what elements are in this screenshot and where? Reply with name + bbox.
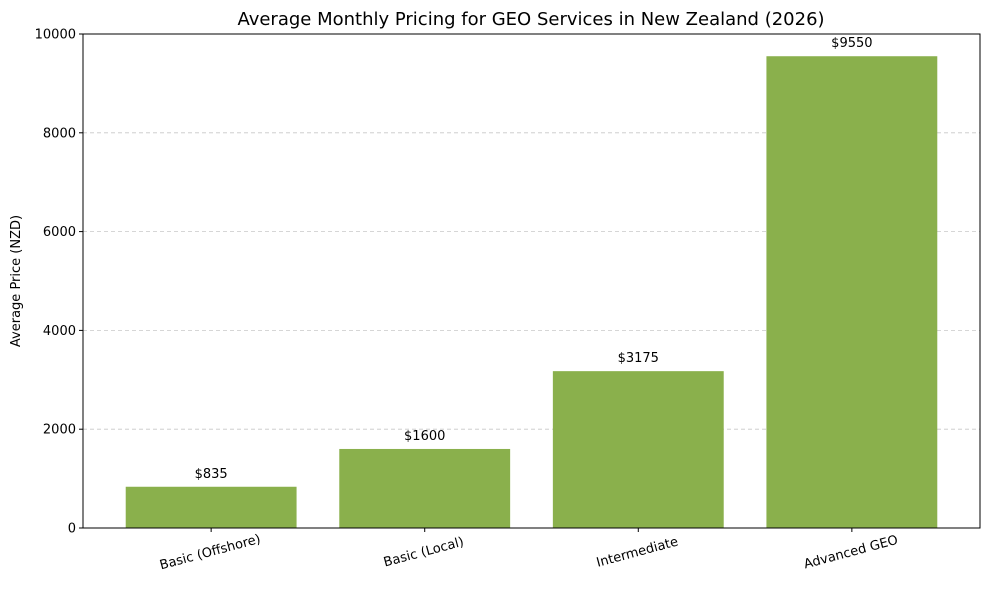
y-axis-label: Average Price (NZD) — [9, 215, 24, 347]
chart-title: Average Monthly Pricing for GEO Services… — [237, 9, 824, 30]
x-tick-label: Intermediate — [595, 535, 680, 571]
data-label: $1600 — [404, 429, 445, 444]
x-tick-label: Basic (Offshore) — [158, 532, 262, 573]
bar — [125, 486, 297, 528]
y-ticks: 0 2000 4000 6000 8000 10000 — [35, 28, 83, 537]
y-tick-label: 10000 — [35, 28, 76, 43]
y-tick-label: 8000 — [43, 126, 76, 141]
y-tick-label: 0 — [68, 522, 76, 537]
bar — [339, 448, 511, 528]
bar — [766, 56, 938, 528]
plot-frame — [82, 33, 981, 529]
bar — [552, 371, 724, 528]
y-tick-label: 6000 — [43, 225, 76, 240]
y-tick-label: 4000 — [43, 324, 76, 339]
x-ticks: Basic (Offshore) Basic (Local) Intermediat… — [158, 528, 900, 573]
data-label: $9550 — [831, 36, 872, 51]
data-label: $3175 — [618, 351, 659, 366]
x-tick-label: Advanced GEO — [802, 533, 899, 573]
data-labels: $835 $1600 $3175 $9550 — [195, 36, 873, 482]
y-tick-label: 2000 — [43, 423, 76, 438]
data-label: $835 — [195, 467, 228, 482]
x-tick-label: Basic (Local) — [382, 535, 465, 571]
bars — [125, 56, 938, 528]
